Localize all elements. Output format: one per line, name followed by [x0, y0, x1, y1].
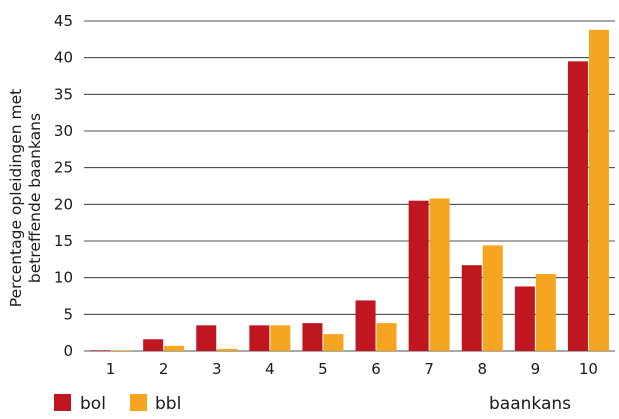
y-tick-label-20: 20 [54, 195, 73, 213]
gridlines [84, 20, 615, 352]
legend: bol bbl [54, 394, 181, 414]
y-tick-label-35: 35 [54, 85, 73, 103]
x-axis-ticks: 1 2 3 4 5 6 7 8 9 10 [106, 360, 598, 378]
bar-bol-7 [408, 200, 429, 351]
x-tick-label-2: 2 [159, 360, 169, 378]
y-tick-label-10: 10 [54, 269, 73, 287]
x-tick-label-8: 8 [477, 360, 487, 378]
bar-bbl-4 [270, 325, 291, 351]
x-tick-label-10: 10 [579, 360, 598, 378]
x-tick-label-7: 7 [424, 360, 434, 378]
x-tick-label-6: 6 [371, 360, 381, 378]
bar-bol-1 [90, 350, 111, 351]
bar-bol-10 [567, 61, 588, 351]
bar-bol-4 [249, 325, 270, 351]
bar-bol-6 [355, 300, 376, 351]
bar-bol-3 [196, 325, 217, 351]
x-tick-label-1: 1 [106, 360, 116, 378]
y-tick-label-25: 25 [54, 159, 73, 177]
bar-bbl-10 [588, 29, 609, 352]
bar-bol-8 [461, 265, 482, 351]
y-tick-label-15: 15 [54, 232, 73, 250]
y-tick-label-5: 5 [63, 305, 73, 323]
bar-bbl-6 [376, 323, 397, 351]
legend-swatch-bbl [130, 394, 147, 411]
y-tick-label-40: 40 [54, 49, 73, 67]
bar-bbl-1 [111, 350, 132, 351]
bar-bbl-5 [323, 334, 344, 351]
legend-label-bbl: bbl [155, 394, 181, 414]
legend-label-bol: bol [80, 394, 106, 414]
bar-bbl-3 [217, 348, 238, 351]
y-axis-label-line-1: Percentage opleidingen met [7, 89, 25, 307]
x-tick-label-3: 3 [212, 360, 222, 378]
y-axis-ticks: 0 5 10 15 20 25 30 35 40 45 [54, 12, 73, 360]
bar-bbl-8 [482, 245, 503, 351]
x-tick-label-5: 5 [318, 360, 328, 378]
bar-bol-2 [143, 339, 164, 351]
x-axis-label: baankans [489, 394, 571, 414]
y-tick-label-30: 30 [54, 122, 73, 140]
bar-bol-9 [514, 286, 535, 351]
bar-bbl-2 [164, 345, 185, 351]
bar-bol-5 [302, 323, 323, 351]
bar-bbl-9 [535, 274, 556, 351]
bar-bbl-7 [429, 198, 450, 351]
x-tick-label-9: 9 [531, 360, 541, 378]
y-axis-label-line-2: betreffende baankans [26, 113, 44, 283]
x-tick-label-4: 4 [265, 360, 275, 378]
bars [90, 29, 609, 352]
y-tick-label-0: 0 [63, 342, 73, 360]
legend-swatch-bol [54, 394, 71, 411]
y-tick-label-45: 45 [54, 12, 73, 30]
